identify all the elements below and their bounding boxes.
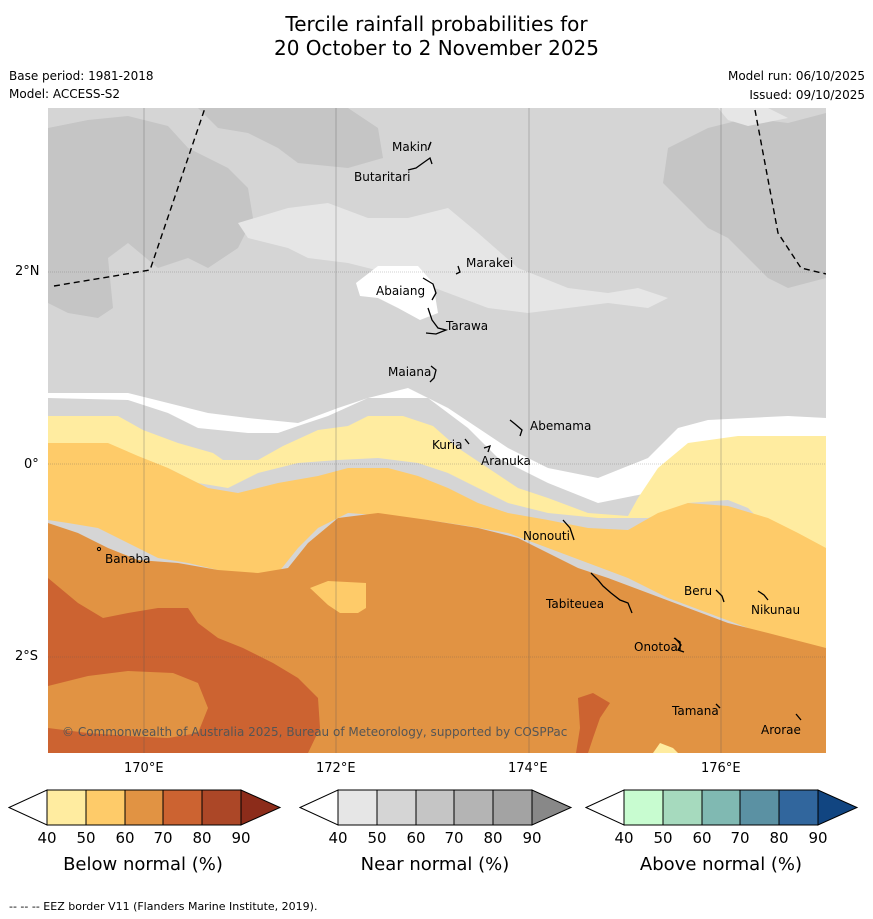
colorbar-below-tick-70: 70 bbox=[153, 829, 173, 847]
colorbar-below-tick-60: 60 bbox=[115, 829, 135, 847]
colorbar-above-tick-90: 90 bbox=[808, 829, 828, 847]
place-makin: Makin bbox=[392, 140, 428, 154]
colorbar-below-low-extend bbox=[8, 789, 48, 826]
white-gap-band bbox=[48, 388, 826, 503]
place-nonouti: Nonouti bbox=[523, 529, 570, 543]
base-period: Base period: 1981-2018 bbox=[9, 69, 154, 83]
colorbar-above-tick-50: 50 bbox=[653, 829, 673, 847]
colorbar-above-seg-3 bbox=[701, 789, 741, 826]
below-normal-50-pocket bbox=[310, 581, 366, 613]
eez-border-legend: -- -- -- EEZ border V11 (Flanders Marine… bbox=[9, 900, 318, 913]
colorbar-near-normal bbox=[299, 789, 573, 826]
colorbar-below-tick-80: 80 bbox=[192, 829, 212, 847]
colorbar-above-seg-4 bbox=[739, 789, 780, 826]
colorbar-above-tick-40: 40 bbox=[614, 829, 634, 847]
colorbar-above-seg-5 bbox=[778, 789, 819, 826]
colorbar-below-seg-4 bbox=[162, 789, 203, 826]
lon-label-170e: 170°E bbox=[124, 761, 164, 776]
colorbar-near-low-extend bbox=[299, 789, 339, 826]
lat-label-2n: 2°N bbox=[15, 264, 40, 279]
colorbar-below-seg-5 bbox=[201, 789, 242, 826]
lat-label-2s: 2°S bbox=[15, 649, 39, 664]
colorbar-below-tick-90: 90 bbox=[231, 829, 251, 847]
eez-border-east bbox=[754, 109, 826, 275]
colorbar-near-seg-3 bbox=[415, 789, 455, 826]
colorbar-near-seg-5 bbox=[492, 789, 533, 826]
place-tarawa: Tarawa bbox=[445, 319, 488, 333]
lon-label-174e: 174°E bbox=[508, 761, 548, 776]
near-normal-40-northeast bbox=[718, 108, 788, 126]
colorbar-near-tick-50: 50 bbox=[367, 829, 387, 847]
copyright-notice: © Commonwealth of Australia 2025, Bureau… bbox=[62, 725, 567, 739]
colorbar-below-seg-2 bbox=[85, 789, 126, 826]
colorbar-above-tick-80: 80 bbox=[769, 829, 789, 847]
place-kuria: Kuria bbox=[432, 438, 463, 452]
colorbar-near-title: Near normal (%) bbox=[360, 854, 510, 875]
colorbar-below-seg-3 bbox=[124, 789, 164, 826]
colorbar-above-high-extend bbox=[817, 789, 859, 826]
map-title-line1: Tercile rainfall probabilities for bbox=[285, 12, 588, 36]
below-normal-40-south bbox=[653, 743, 678, 753]
colorbar-above-normal bbox=[585, 789, 859, 826]
place-tabiteuea: Tabiteuea bbox=[545, 597, 604, 611]
below-normal-70-south bbox=[576, 693, 610, 753]
colorbar-below-title: Below normal (%) bbox=[63, 854, 223, 875]
colorbar-near-tick-40: 40 bbox=[328, 829, 348, 847]
near-normal-60-northwest bbox=[198, 108, 383, 168]
colorbar-above-low-extend bbox=[585, 789, 625, 826]
colorbar-near-tick-80: 80 bbox=[483, 829, 503, 847]
lon-label-176e: 176°E bbox=[701, 761, 741, 776]
colorbar-near-tick-60: 60 bbox=[406, 829, 426, 847]
place-beru: Beru bbox=[684, 584, 712, 598]
model-name: Model: ACCESS-S2 bbox=[9, 87, 121, 101]
colorbar-near-high-extend bbox=[531, 789, 573, 826]
colorbar-below-normal bbox=[8, 789, 282, 826]
colorbar-near-seg-1 bbox=[337, 789, 378, 826]
model-run: Model run: 06/10/2025 bbox=[727, 69, 865, 83]
below-normal-50-band bbox=[48, 443, 826, 648]
place-nikunau: Nikunau bbox=[751, 603, 800, 617]
below-normal-60-inner bbox=[48, 671, 208, 738]
colorbar-below-tick-40: 40 bbox=[37, 829, 57, 847]
map-panel[interactable]: Makin Butaritari Marakei Abaiang Tarawa … bbox=[48, 108, 826, 753]
lat-label-0: 0° bbox=[24, 457, 39, 472]
place-butaritari: Butaritari bbox=[354, 170, 411, 184]
colorbar-below-seg-1 bbox=[46, 789, 87, 826]
eez-border-west bbox=[53, 108, 206, 287]
place-banaba: Banaba bbox=[105, 552, 151, 566]
colorbar-near-seg-2 bbox=[376, 789, 417, 826]
lon-label-172e: 172°E bbox=[316, 761, 356, 776]
graticule bbox=[48, 108, 826, 753]
place-marakei: Marakei bbox=[466, 256, 513, 270]
colorbar-near-tick-90: 90 bbox=[522, 829, 542, 847]
banaba-island-dot bbox=[96, 546, 102, 552]
map-title-line2: 20 October to 2 November 2025 bbox=[273, 36, 600, 60]
place-maiana: Maiana bbox=[388, 365, 431, 379]
colorbar-near-tick-70: 70 bbox=[444, 829, 464, 847]
issued-date: Issued: 09/10/2025 bbox=[749, 88, 865, 102]
white-pocket-abaiang bbox=[356, 266, 438, 320]
place-arorae: Arorae bbox=[761, 723, 801, 737]
colorbar-above-seg-1 bbox=[623, 789, 664, 826]
place-onotoa: Onotoa bbox=[634, 640, 678, 654]
below-normal-40-band bbox=[48, 416, 826, 578]
near-normal-60-west bbox=[48, 116, 253, 318]
colorbar-near-seg-4 bbox=[453, 789, 494, 826]
near-normal-40-central bbox=[238, 203, 668, 313]
place-aranuka: Aranuka bbox=[481, 454, 531, 468]
colorbar-above-tick-60: 60 bbox=[692, 829, 712, 847]
colorbar-above-title: Above normal (%) bbox=[639, 854, 803, 875]
place-tamana: Tamana bbox=[671, 704, 719, 718]
colorbar-below-high-extend bbox=[240, 789, 282, 826]
colorbar-above-seg-2 bbox=[662, 789, 703, 826]
place-abaiang: Abaiang bbox=[376, 284, 425, 298]
colorbar-above-tick-70: 70 bbox=[730, 829, 750, 847]
place-abemama: Abemama bbox=[530, 419, 591, 433]
island-outlines bbox=[407, 141, 802, 721]
near-normal-60-east bbox=[663, 113, 826, 288]
colorbar-below-tick-50: 50 bbox=[76, 829, 96, 847]
